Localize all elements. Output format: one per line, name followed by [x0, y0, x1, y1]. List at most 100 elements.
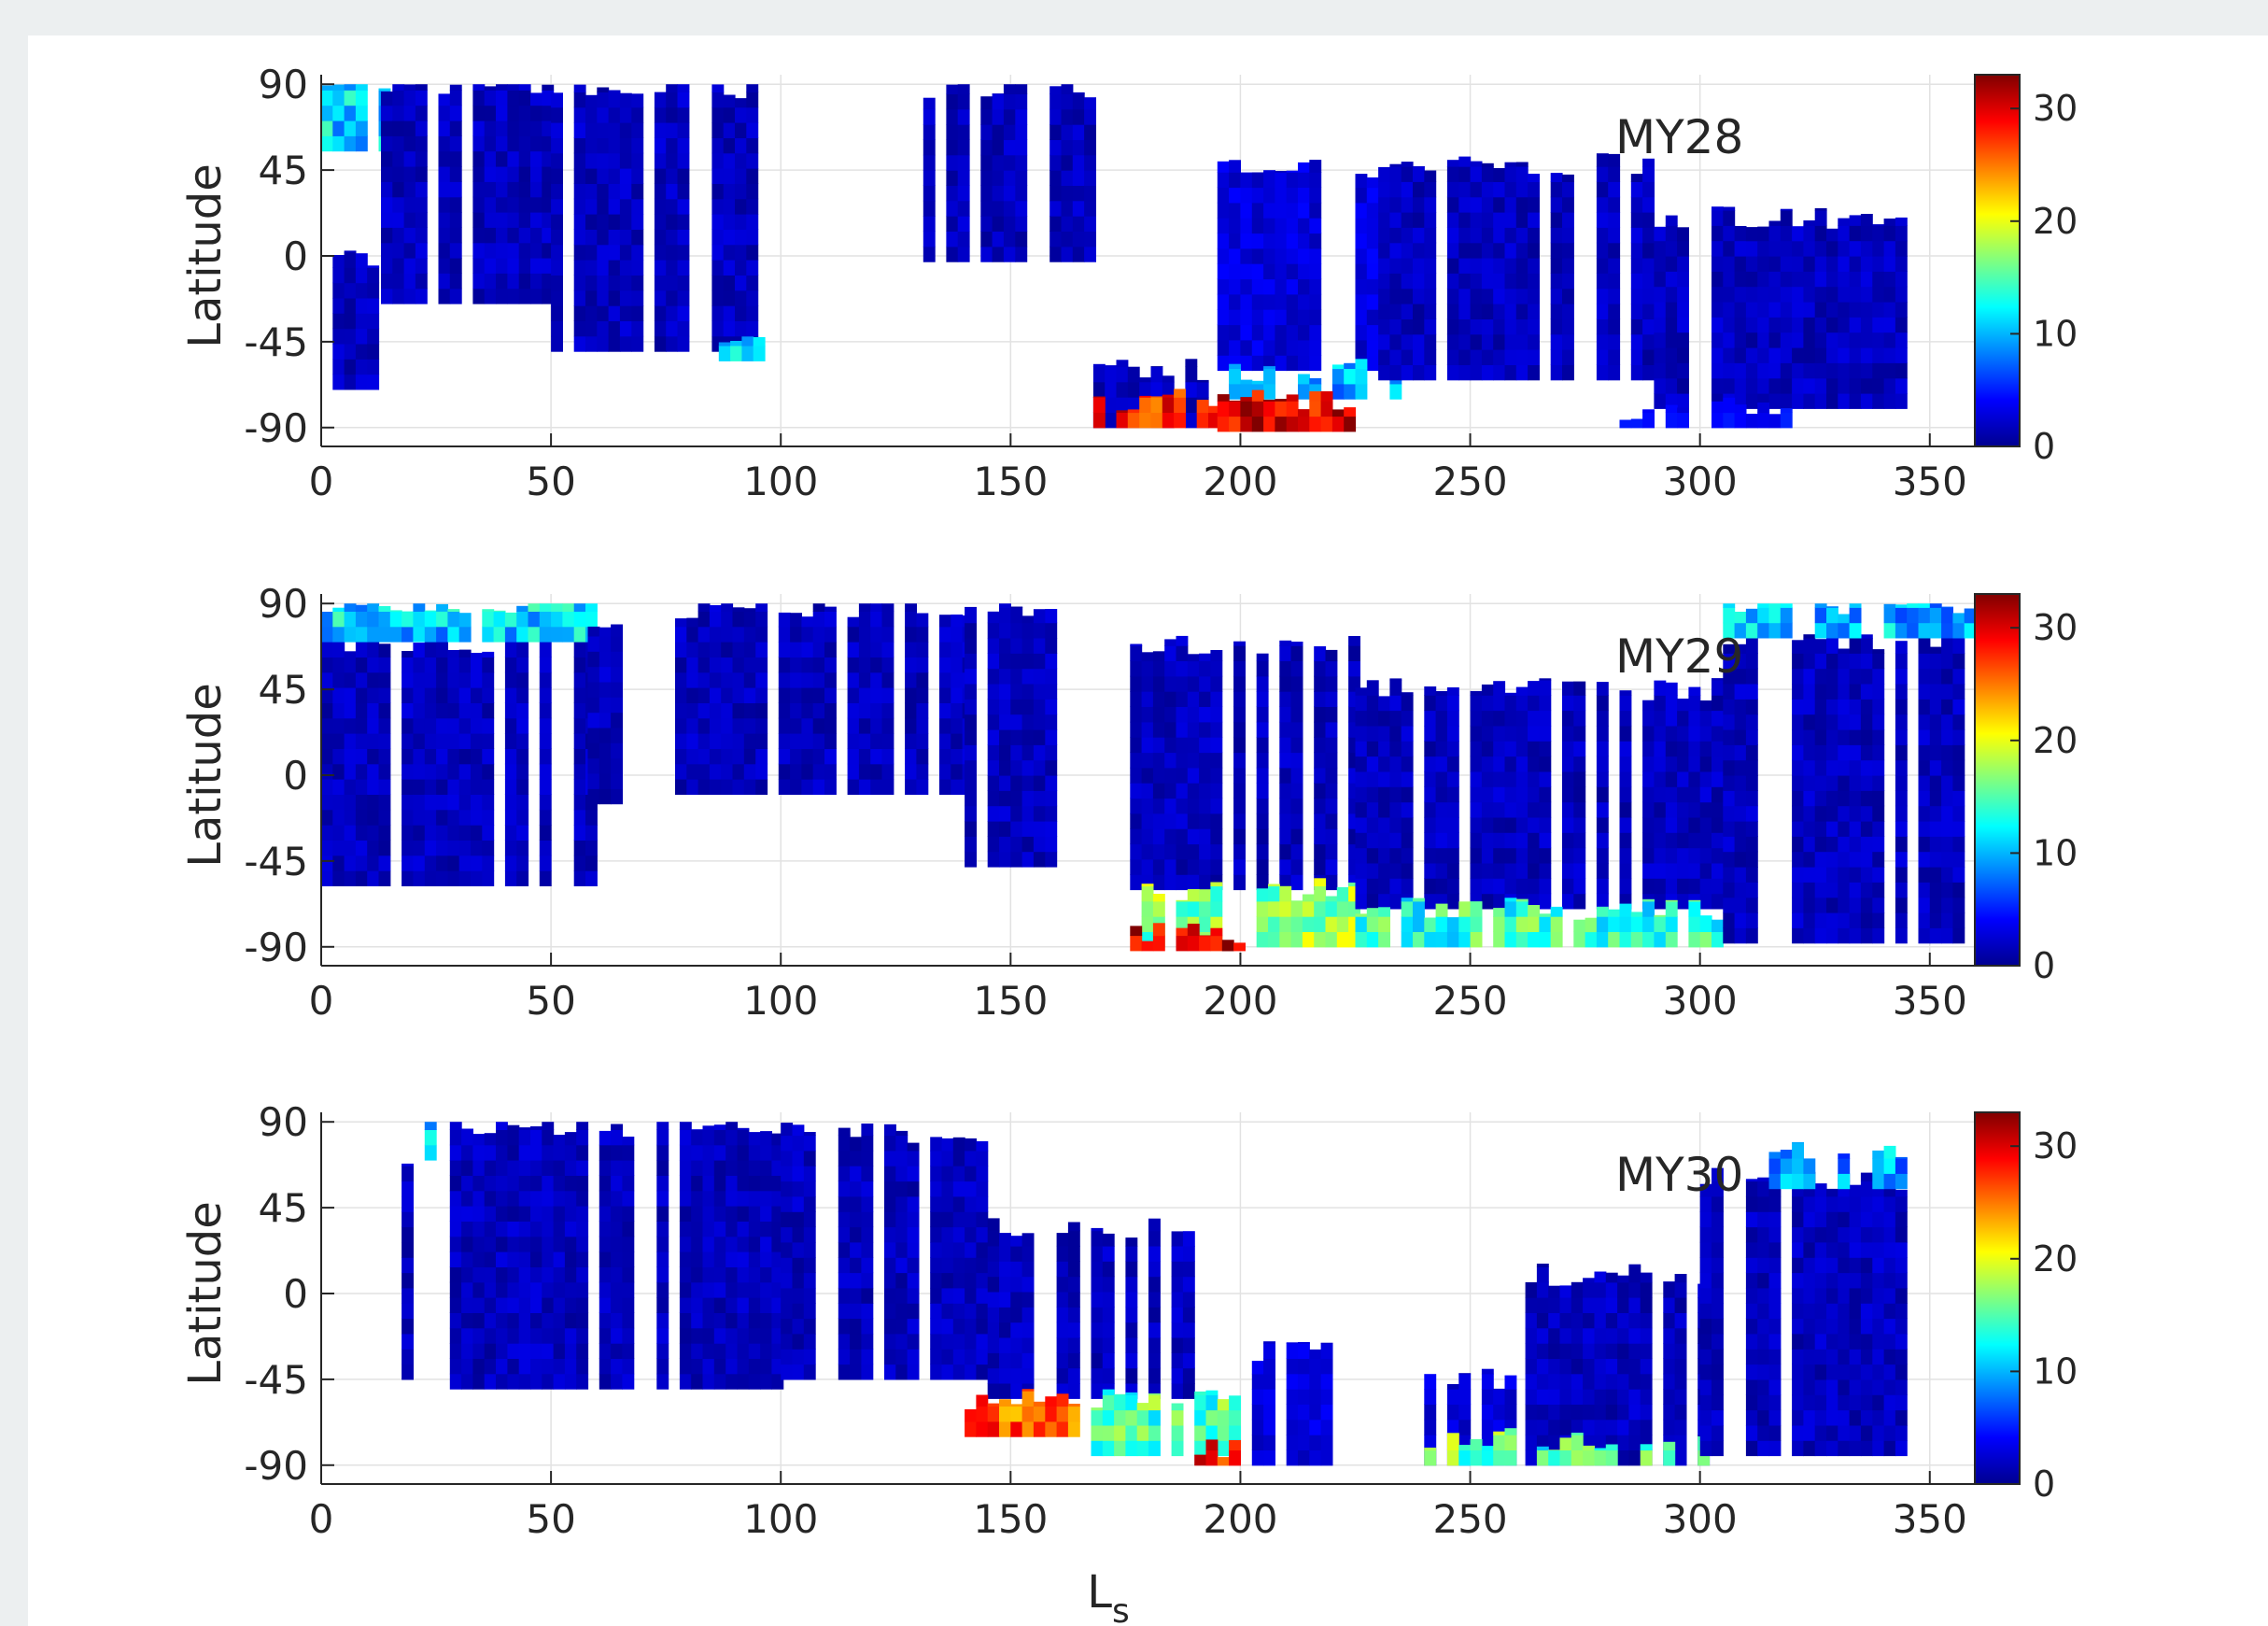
data-cell	[1571, 1373, 1584, 1390]
data-cell	[812, 657, 825, 673]
data-cell	[1401, 364, 1414, 381]
data-cell	[585, 260, 598, 276]
data-cell	[1528, 771, 1540, 787]
data-cell	[504, 626, 517, 643]
data-cell	[1084, 170, 1096, 186]
data-cell	[504, 672, 517, 688]
data-cell	[870, 748, 883, 765]
data-cell	[824, 687, 837, 703]
data-cell	[1182, 1322, 1195, 1338]
data-cell	[1619, 816, 1632, 833]
data-cell	[1091, 1230, 1104, 1247]
data-cell	[1640, 1312, 1653, 1329]
data-cell	[1176, 706, 1189, 723]
data-cell	[1049, 200, 1063, 217]
data-cell	[1033, 851, 1046, 868]
data-cell	[1688, 816, 1701, 833]
data-cell	[608, 320, 621, 337]
data-cell	[587, 681, 600, 698]
data-cell	[675, 702, 687, 719]
data-cell	[1210, 650, 1223, 661]
data-cell	[1105, 397, 1118, 413]
data-cell	[1792, 317, 1804, 333]
data-cell	[1642, 196, 1655, 213]
data-cell	[1826, 759, 1838, 776]
data-cell	[1003, 170, 1016, 186]
data-cell	[1233, 783, 1246, 799]
data-cell	[1907, 607, 1920, 624]
data-cell	[355, 687, 368, 703]
data-cell	[1539, 916, 1552, 932]
data-cell	[611, 635, 623, 652]
data-cell	[1792, 1318, 1804, 1335]
data-cell	[367, 733, 380, 749]
data-cell	[1240, 247, 1253, 264]
data-cell	[1838, 614, 1851, 624]
data-cell	[1336, 886, 1349, 902]
data-cell	[355, 779, 368, 795]
data-cell	[1504, 181, 1517, 198]
data-cell	[713, 1129, 726, 1146]
data-cell	[952, 1257, 965, 1274]
data-cell	[1838, 775, 1851, 791]
data-cell	[711, 168, 725, 184]
data-cell	[677, 214, 690, 230]
data-cell	[415, 150, 428, 167]
data-cell	[702, 1266, 715, 1283]
data-cell	[1573, 931, 1586, 948]
data-cell	[1677, 893, 1689, 910]
data-cell	[939, 626, 951, 643]
data-cell	[1130, 767, 1143, 784]
data-cell	[415, 105, 428, 121]
data-cell	[1240, 416, 1253, 432]
data-cell	[976, 1364, 989, 1380]
data-cell	[1309, 401, 1322, 417]
data-cell	[999, 851, 1011, 868]
data-cell	[1712, 1349, 1724, 1365]
data-cell	[1424, 333, 1437, 350]
data-cell	[697, 657, 711, 673]
data-cell	[1608, 242, 1621, 259]
data-cell	[1596, 741, 1609, 757]
data-cell	[987, 611, 1000, 624]
data-cell	[1872, 744, 1885, 761]
data-cell	[1389, 364, 1402, 381]
data-cell	[1015, 154, 1028, 171]
data-cell	[1164, 752, 1177, 769]
data-cell	[1314, 752, 1327, 769]
data-cell	[746, 92, 759, 108]
data-cell	[965, 699, 977, 715]
data-cell	[619, 92, 632, 108]
data-cell	[1067, 1406, 1080, 1422]
data-cell	[1628, 1264, 1641, 1267]
data-cell	[905, 611, 917, 628]
data-cell	[496, 1281, 508, 1298]
data-cell	[1814, 1211, 1827, 1228]
data-cell	[472, 1312, 486, 1329]
data-cell	[1628, 1297, 1641, 1313]
data-cell	[760, 1190, 772, 1207]
data-cell	[1792, 1195, 1804, 1212]
data-cell	[1424, 931, 1437, 948]
data-cell	[999, 714, 1011, 730]
data-cell	[1699, 1379, 1712, 1395]
data-cell	[1446, 242, 1459, 259]
data-cell	[1918, 836, 1931, 853]
data-cell	[631, 229, 644, 246]
data-cell	[447, 794, 460, 811]
data-cell	[1171, 1409, 1184, 1426]
data-cell	[760, 1281, 772, 1298]
data-cell	[1125, 1276, 1138, 1293]
data-cell	[746, 305, 759, 321]
data-cell	[1768, 347, 1782, 363]
data-cell	[1187, 924, 1200, 937]
data-cell	[1010, 1245, 1023, 1262]
data-cell	[1712, 1333, 1724, 1350]
data-cell	[413, 611, 426, 628]
data-cell	[1493, 847, 1506, 864]
x-tick-label: 0	[309, 459, 334, 504]
data-cell	[881, 748, 895, 765]
data-cell	[516, 642, 529, 657]
data-cell	[679, 1281, 692, 1298]
data-cell	[861, 1211, 874, 1228]
